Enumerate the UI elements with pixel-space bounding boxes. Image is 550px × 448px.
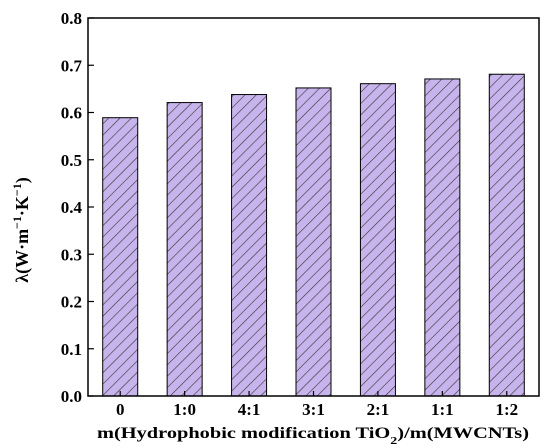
y-tick-label: 0.7	[61, 56, 83, 75]
bar-1	[166, 102, 203, 397]
y-axis: 0.0 0.1 0.2 0.3 0.4 0.5 0.6 0.7 0.8	[61, 9, 94, 406]
y-axis-title-sup1: −1	[10, 216, 24, 229]
x-axis-title-sub: 2	[390, 435, 398, 447]
x-tick-label: 1:0	[173, 400, 196, 419]
y-tick-label: 0.1	[61, 340, 82, 359]
y-tick-label: 0.0	[61, 387, 82, 406]
x-tick-label: 3:1	[302, 400, 325, 419]
x-axis: 0 1:0 4:1 3:1 2:1 1:1 1:2	[116, 391, 518, 419]
x-axis-title-part2: )/m(MWCNTs)	[397, 425, 529, 442]
bars-group	[102, 73, 525, 397]
y-tick-label: 0.3	[61, 245, 82, 264]
y-axis-title-base: λ(W·m	[12, 229, 33, 283]
y-tick-label: 0.8	[61, 9, 82, 28]
x-tick-label: 4:1	[238, 400, 261, 419]
bar-2	[231, 94, 268, 397]
y-tick-label: 0.5	[61, 151, 82, 170]
x-tick-label: 1:2	[495, 400, 518, 419]
y-axis-title-sup2: −1	[10, 183, 24, 196]
bar-6	[488, 73, 525, 397]
x-tick-label: 2:1	[367, 400, 390, 419]
x-axis-title-part1: m(Hydrophobic modification TiO	[97, 425, 390, 442]
bar-0	[102, 117, 139, 397]
y-axis-title: λ(W·m−1·K−1)	[10, 177, 33, 283]
y-axis-title-mid: ·K	[12, 196, 32, 216]
bar-4	[359, 83, 396, 397]
y-tick-label: 0.6	[61, 104, 82, 123]
x-tick-label: 0	[116, 400, 125, 419]
x-tick-label: 1:1	[431, 400, 454, 419]
x-axis-title: m(Hydrophobic modification TiO 2)/m(MWCNT…	[97, 425, 529, 447]
y-axis-title-end: )	[12, 177, 33, 183]
bar-3	[295, 87, 332, 397]
bar-5	[424, 78, 461, 397]
y-tick-label: 0.2	[61, 293, 82, 312]
y-tick-label: 0.4	[61, 198, 83, 217]
